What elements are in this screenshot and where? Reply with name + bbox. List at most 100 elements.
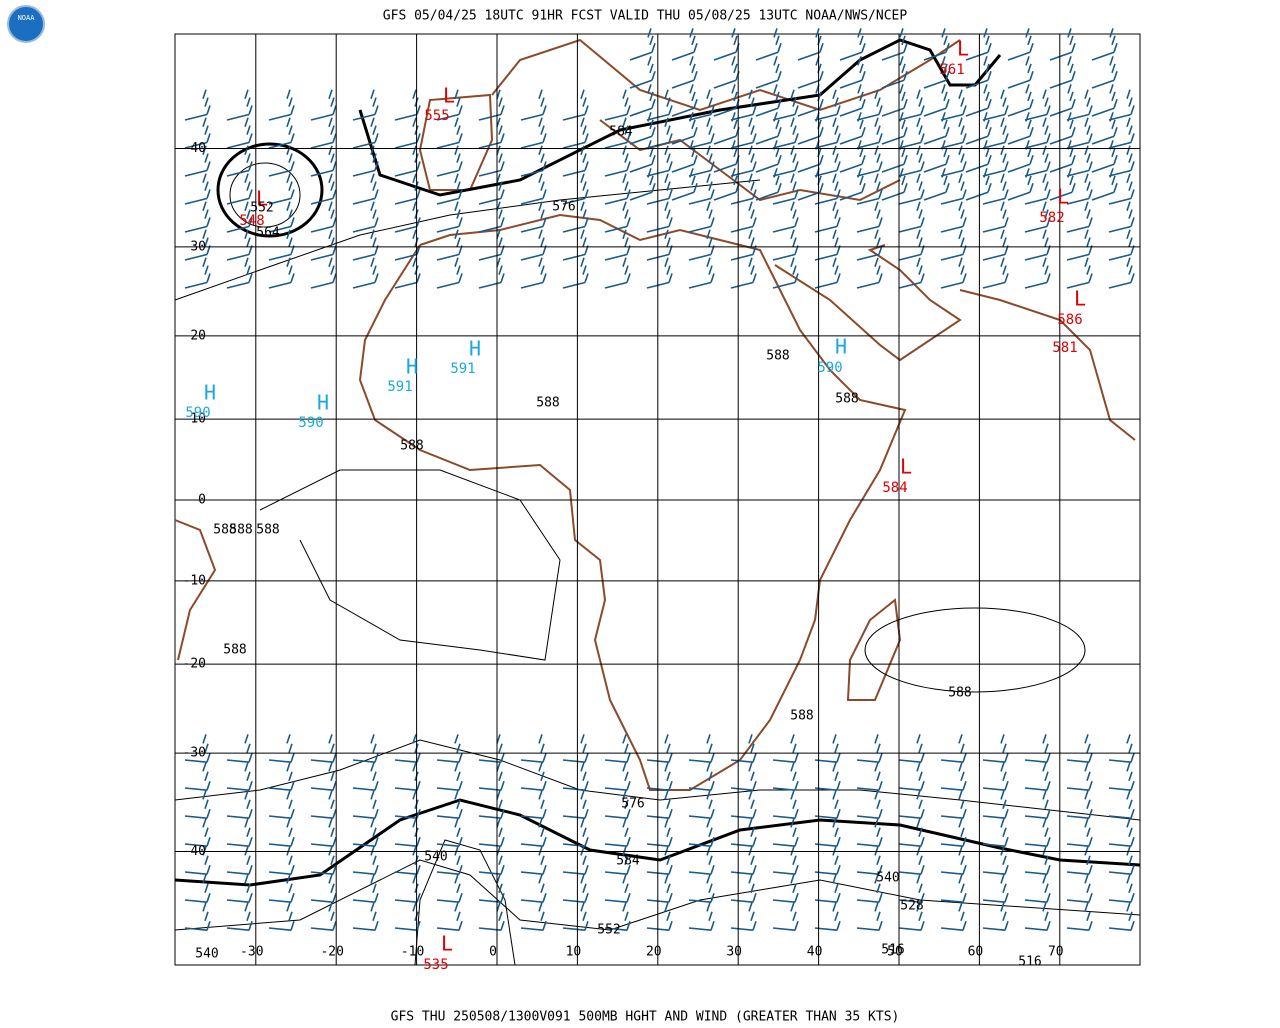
wind-barb (839, 28, 866, 61)
wind-barb (772, 229, 799, 261)
wind-barb (629, 56, 656, 89)
lat-label: 20 (190, 328, 206, 343)
wind-barb (982, 734, 1009, 763)
wind-barb (268, 874, 295, 903)
wind-barb (184, 257, 211, 289)
wind-barb (688, 117, 715, 149)
wind-barb (814, 173, 841, 205)
wind-barb (671, 168, 698, 201)
wind-barb (436, 173, 463, 205)
wind-barb (436, 229, 463, 261)
wind-barb (394, 734, 421, 763)
wind-barb (923, 84, 950, 117)
wind-barb (1108, 117, 1135, 149)
wind-barb (226, 818, 253, 847)
contour-label: 588 (213, 523, 236, 538)
wind-barb (982, 846, 1009, 875)
wind-barb (923, 168, 950, 201)
wind-barb (772, 734, 799, 763)
wind-barb (436, 145, 463, 177)
center-value: 590 (817, 360, 842, 376)
wind-barb (268, 229, 295, 261)
wind-barb (898, 818, 925, 847)
wind-barb (310, 117, 337, 149)
wind-barb (268, 846, 295, 875)
lat-label: 0 (198, 493, 206, 508)
wind-barb (394, 257, 421, 289)
center-value: 584 (882, 480, 907, 496)
wind-barb (688, 874, 715, 903)
wind-barb (562, 201, 589, 233)
lat-label: -40 (183, 844, 206, 859)
wind-barb (856, 762, 883, 791)
wind-barb (268, 173, 295, 205)
wind-barb (856, 173, 883, 205)
wind-barb (814, 762, 841, 791)
wind-barb (478, 117, 505, 149)
center-value: 590 (185, 405, 210, 421)
noaa-logo (7, 5, 45, 43)
wind-barb (1108, 257, 1135, 289)
wind-barb (268, 257, 295, 289)
wind-barb (755, 140, 782, 173)
wind-barb (1066, 257, 1093, 289)
wind-barb (478, 173, 505, 205)
wind-barb (1049, 140, 1076, 173)
wind-barb (839, 140, 866, 173)
wind-barb (1091, 84, 1118, 117)
wind-barb (478, 89, 505, 121)
wind-barb (352, 201, 379, 233)
wind-barb (478, 762, 505, 791)
wind-barb (478, 145, 505, 177)
wind-barb (982, 818, 1009, 847)
wind-barb (898, 145, 925, 177)
wind-barb (1049, 56, 1076, 89)
contour-label: 540 (876, 871, 899, 886)
wind-barb (1066, 734, 1093, 763)
wind-barb (814, 818, 841, 847)
contour-label: 528 (900, 899, 923, 914)
contour-label: 588 (790, 709, 813, 724)
center-symbol: H (204, 381, 216, 405)
center-value: 586 (1057, 312, 1082, 328)
wind-barb (688, 790, 715, 819)
wind-barb (1007, 28, 1034, 61)
wind-barb (1024, 902, 1051, 931)
wind-barb (352, 874, 379, 903)
wind-barb (310, 846, 337, 875)
center-value: 581 (1052, 340, 1077, 356)
wind-barb (772, 117, 799, 149)
wind-barb (856, 790, 883, 819)
wind-barb (898, 790, 925, 819)
wind-barb (814, 117, 841, 149)
wind-barb (184, 846, 211, 875)
wind-barb (394, 790, 421, 819)
contour (229, 162, 301, 228)
wind-barb (1024, 229, 1051, 261)
wind-barb (520, 734, 547, 763)
wind-barb (184, 874, 211, 903)
wind-barb (268, 117, 295, 149)
wind-barb (352, 257, 379, 289)
wind-barb (1024, 818, 1051, 847)
wind-barb (755, 56, 782, 89)
center-value: 591 (450, 361, 475, 377)
wind-barb (982, 229, 1009, 261)
wind-barb (923, 112, 950, 145)
wind-barb (562, 229, 589, 261)
wind-barb (394, 117, 421, 149)
center-value: 591 (387, 379, 412, 395)
wind-barb (730, 818, 757, 847)
south-america (174, 519, 217, 661)
wind-barb (478, 846, 505, 875)
wind-barb (436, 734, 463, 763)
wind-barb (310, 173, 337, 205)
wind-barb (352, 902, 379, 931)
wind-barb (352, 790, 379, 819)
wind-barb (562, 874, 589, 903)
contour-label: 584 (609, 125, 633, 140)
wind-barb (520, 846, 547, 875)
wind-barb (923, 56, 950, 89)
wind-barb (814, 201, 841, 233)
wind-barb (713, 112, 740, 145)
